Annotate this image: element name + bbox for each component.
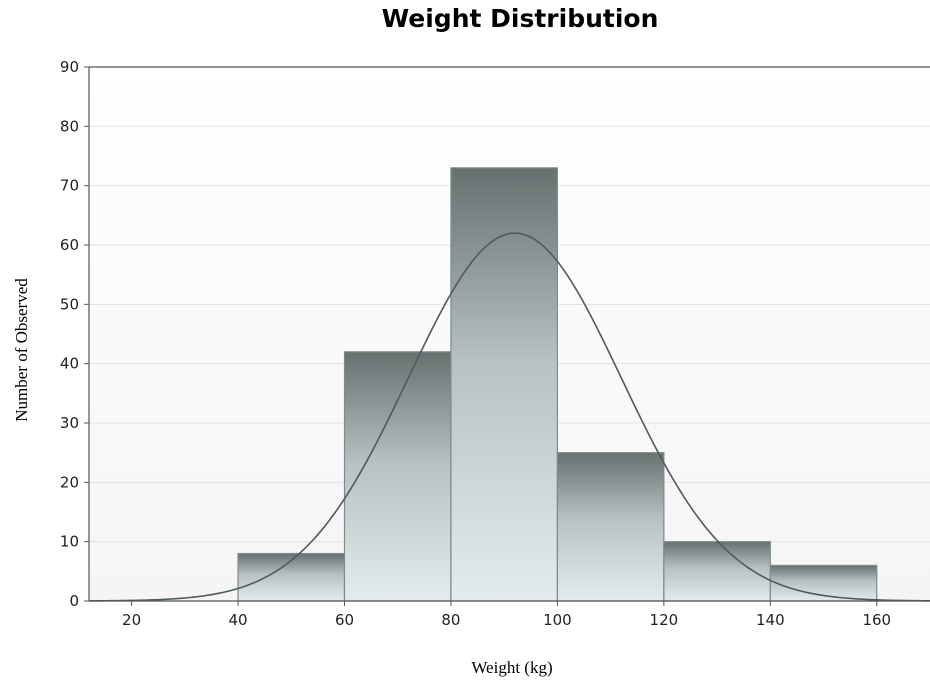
x-tick-label: 60 [335, 611, 354, 629]
y-tick-label: 40 [60, 355, 79, 373]
histogram-bar [556, 452, 665, 602]
x-tick-label: 40 [228, 611, 247, 629]
y-tick-label: 60 [60, 236, 79, 254]
y-tick-label: 70 [60, 177, 79, 195]
y-tick-label: 30 [60, 414, 79, 432]
x-tick-label: 160 [862, 611, 891, 629]
y-tick-label: 20 [60, 473, 79, 491]
histogram-bar [343, 351, 452, 602]
normal-fit-curve [88, 232, 930, 602]
y-tick-label: 50 [60, 295, 79, 313]
y-tick-label: 80 [60, 117, 79, 135]
x-tick-label: 120 [650, 611, 679, 629]
y-tick-label: 10 [60, 533, 79, 551]
histogram-bar [450, 167, 559, 602]
chart-title: Weight Distribution [381, 4, 659, 33]
x-tick-label: 80 [441, 611, 460, 629]
x-axis-label: Weight (kg) [471, 658, 553, 677]
x-tick-label: 140 [756, 611, 785, 629]
y-tick-label: 90 [60, 58, 79, 76]
y-tick-label: 0 [69, 592, 79, 610]
plot-area: 0 10 20 30 40 50 60 70 80 90 20 40 60 80 100 120 140 160 [60, 58, 930, 629]
x-tick-label: 100 [543, 611, 572, 629]
x-tick-label: 20 [122, 611, 141, 629]
